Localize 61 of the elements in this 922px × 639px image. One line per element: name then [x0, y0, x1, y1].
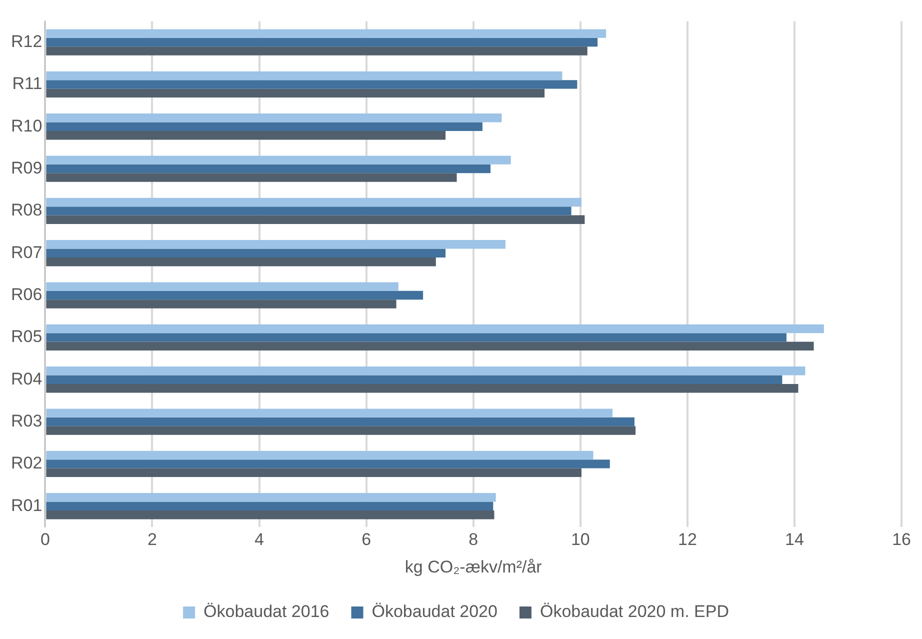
bar	[46, 366, 806, 376]
bar	[46, 38, 598, 47]
bar	[46, 460, 610, 468]
bar	[46, 417, 634, 426]
bar	[46, 468, 582, 478]
bar	[46, 300, 396, 308]
y-tick-label: R10	[11, 116, 42, 136]
x-tick-label: 4	[254, 530, 264, 550]
y-tick-label: R06	[11, 284, 42, 304]
x-tick-label: 16	[892, 530, 912, 550]
legend-label: Ökobaudat 2016	[204, 602, 330, 622]
bar	[46, 450, 594, 460]
y-tick-label: R01	[11, 496, 42, 515]
y-tick-label: R08	[11, 200, 42, 220]
bar	[46, 408, 613, 418]
bar	[46, 198, 582, 207]
bar	[46, 248, 446, 258]
bar	[46, 173, 457, 182]
bar	[46, 493, 496, 502]
y-tick-label: R03	[11, 411, 42, 430]
bar	[46, 324, 824, 334]
x-tick-label: 8	[468, 530, 478, 550]
bar	[46, 29, 606, 38]
legend-label: Ökobaudat 2020 m. EPD	[540, 602, 729, 622]
x-tick-label: 0	[40, 530, 50, 550]
x-tick-label: 10	[570, 530, 590, 550]
bar	[46, 333, 786, 342]
x-tick-label: 6	[362, 530, 372, 550]
y-tick-label: R12	[11, 32, 42, 51]
bar	[46, 130, 446, 140]
bar	[46, 88, 545, 98]
y-tick-label: R04	[11, 369, 42, 388]
bar	[46, 206, 572, 216]
bar	[46, 71, 562, 80]
bar	[46, 510, 494, 520]
y-tick-label: R09	[11, 158, 42, 178]
bar	[46, 80, 578, 89]
bar	[46, 426, 636, 435]
bar	[46, 46, 588, 56]
x-tick-label: 14	[785, 530, 804, 550]
legend-label: Ökobaudat 2020	[372, 602, 498, 622]
bar	[46, 375, 782, 384]
bar	[46, 164, 490, 174]
bar	[46, 502, 494, 510]
y-tick-label: R11	[12, 74, 42, 94]
x-tick-label: 2	[147, 530, 157, 550]
bar	[46, 156, 511, 164]
bar	[46, 257, 436, 266]
bar	[46, 114, 502, 122]
bar	[46, 215, 585, 224]
bar	[46, 282, 398, 291]
x-tick-label: 12	[678, 530, 697, 550]
bar	[46, 384, 798, 393]
y-tick-label: R02	[11, 454, 42, 473]
bar	[46, 122, 482, 131]
bar	[46, 240, 506, 249]
bar	[46, 342, 814, 351]
x-axis-title: kg CO₂-ækv/m²/år	[404, 557, 542, 576]
y-tick-label: R05	[11, 327, 42, 346]
bar	[46, 290, 424, 300]
y-tick-label: R07	[11, 242, 42, 262]
